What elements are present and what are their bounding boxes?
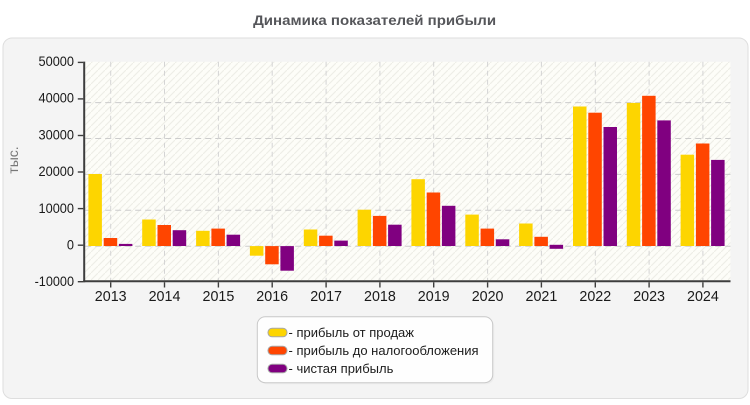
svg-text:-10000: -10000	[35, 273, 75, 289]
svg-text:- прибыль до налогообложения: - прибыль до налогообложения	[289, 343, 479, 358]
svg-text:10000: 10000	[39, 200, 75, 216]
svg-text:2016: 2016	[256, 289, 288, 305]
svg-text:Динамика показателей прибыли: Динамика показателей прибыли	[253, 13, 496, 28]
svg-text:тыс.: тыс.	[5, 146, 21, 173]
svg-text:2023: 2023	[633, 289, 665, 305]
svg-text:2021: 2021	[526, 289, 558, 305]
svg-text:2013: 2013	[95, 289, 127, 305]
svg-text:2017: 2017	[310, 289, 342, 305]
svg-text:2014: 2014	[149, 289, 181, 305]
svg-text:0: 0	[67, 237, 74, 253]
svg-text:20000: 20000	[39, 163, 75, 179]
svg-text:2015: 2015	[203, 289, 235, 305]
svg-text:2019: 2019	[418, 289, 450, 305]
svg-text:2018: 2018	[364, 289, 396, 305]
svg-text:- прибыль от продаж: - прибыль от продаж	[289, 325, 415, 340]
svg-text:- чистая прибыль: - чистая прибыль	[289, 361, 394, 376]
svg-text:40000: 40000	[39, 90, 75, 106]
svg-text:30000: 30000	[39, 126, 75, 142]
svg-text:2020: 2020	[472, 289, 504, 305]
svg-text:2022: 2022	[579, 289, 611, 305]
svg-text:2024: 2024	[687, 289, 719, 305]
svg-text:50000: 50000	[39, 53, 75, 69]
